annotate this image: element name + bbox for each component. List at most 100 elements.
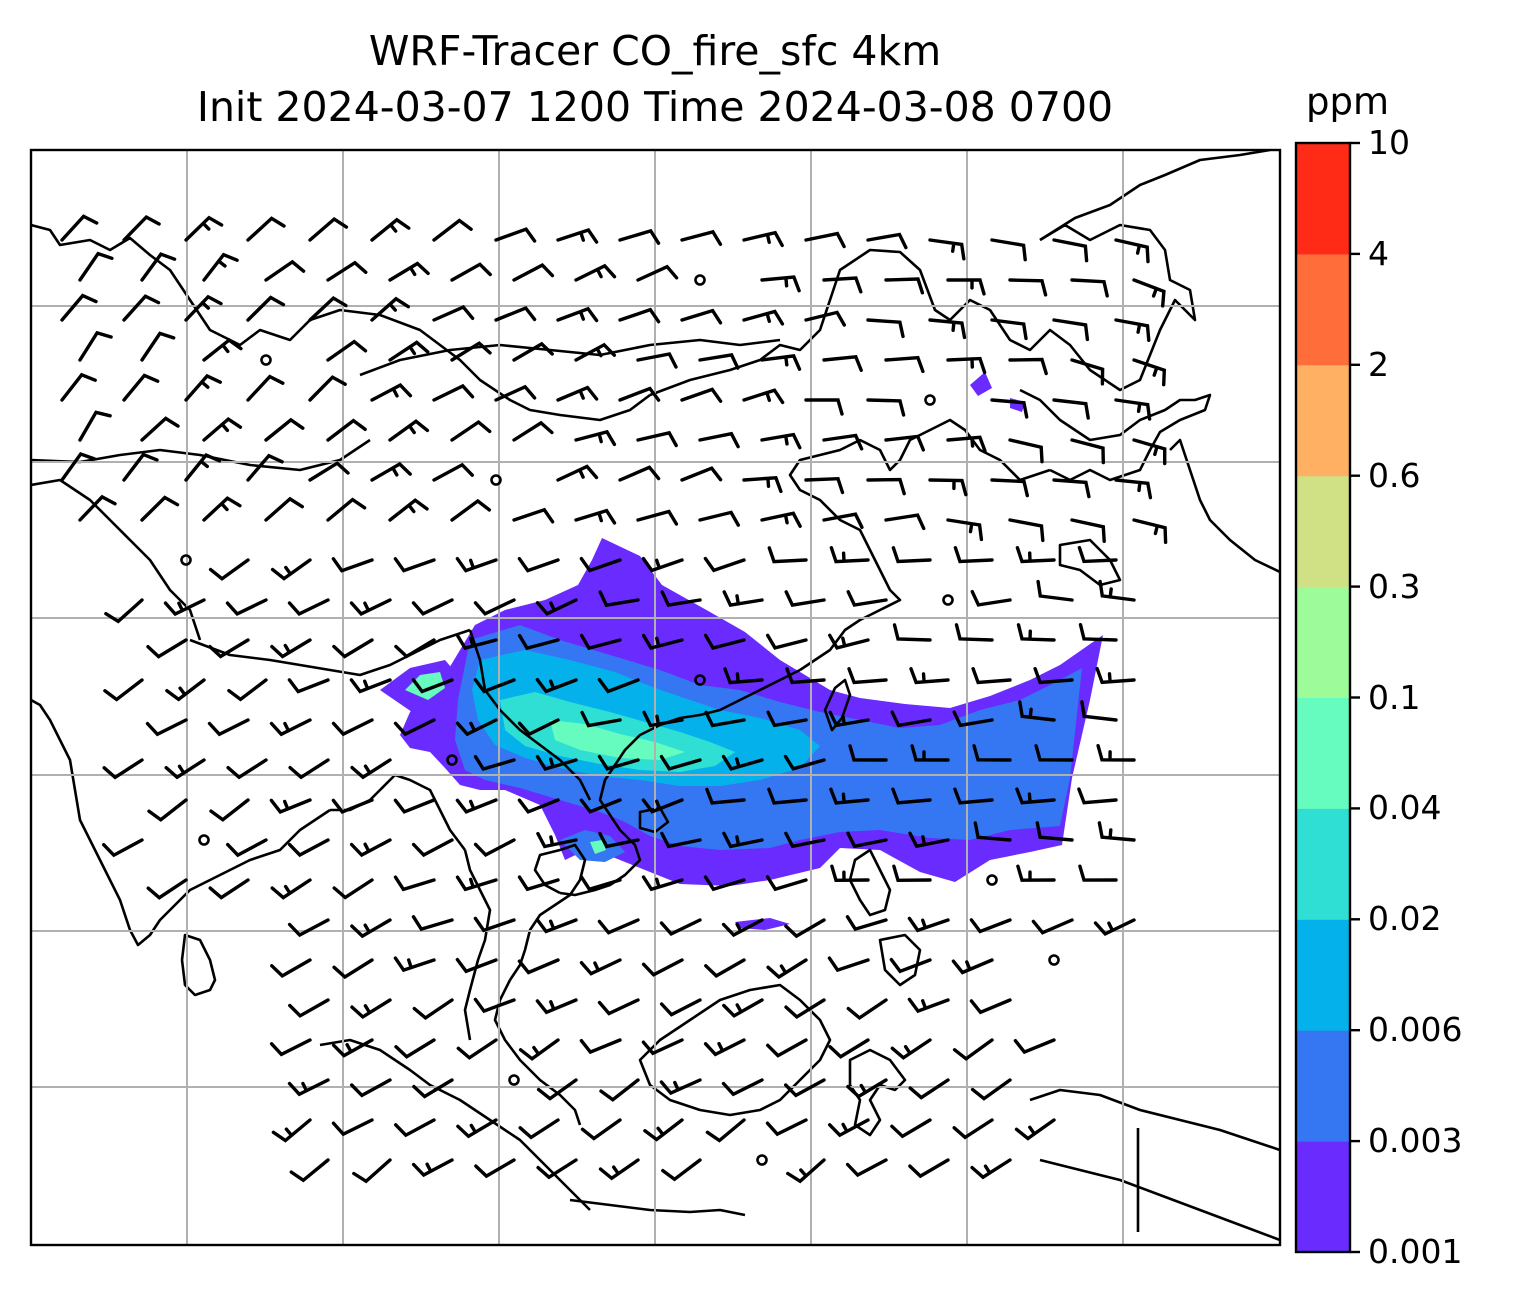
wind-barb <box>946 518 984 542</box>
wind-barb <box>202 496 242 522</box>
wind-barb <box>556 464 599 482</box>
wind-barb <box>455 633 498 651</box>
colorbar-segment <box>1296 808 1350 920</box>
calm-marker <box>490 474 502 486</box>
wind-barb <box>598 831 640 849</box>
wind-barb <box>1077 787 1118 805</box>
wind-barb <box>455 957 498 974</box>
wind-barb <box>494 305 537 322</box>
wind-barb <box>742 476 783 494</box>
wind-barb <box>388 340 430 362</box>
calm-marker <box>260 354 272 366</box>
wind-barb <box>661 1158 702 1182</box>
wind-barb <box>78 494 117 522</box>
gridlines <box>31 150 1280 1245</box>
wind-barb <box>411 678 454 694</box>
wind-barb <box>892 864 932 883</box>
wind-barb <box>822 276 863 294</box>
wind-barb <box>535 598 578 616</box>
wind-barb <box>450 419 492 442</box>
colorbar-tick-label: 2 <box>1368 344 1389 384</box>
wind-barb <box>970 590 1012 607</box>
wind-barb <box>704 958 746 979</box>
wind-barb <box>1008 278 1048 297</box>
wind-barb <box>140 495 180 522</box>
wind-barb <box>579 798 622 814</box>
wind-barb <box>246 295 286 322</box>
wind-barb <box>784 831 826 849</box>
wind-barb <box>952 1118 994 1140</box>
coast-china-east <box>788 418 1051 672</box>
wind-barb <box>432 305 475 322</box>
wind-barb <box>556 306 599 323</box>
wind-barbs <box>60 214 1168 1184</box>
wind-barb <box>783 754 826 771</box>
wind-barb <box>680 387 723 403</box>
wind-barb <box>326 260 368 282</box>
wind-barb <box>970 1158 1012 1180</box>
wind-barb <box>331 718 374 737</box>
wind-barb <box>78 251 114 282</box>
coast-myanmar <box>330 773 467 851</box>
wind-barb <box>287 838 330 858</box>
calm-marker <box>446 754 458 766</box>
wind-barb <box>287 598 330 616</box>
wind-barb <box>1114 238 1150 264</box>
wind-barb <box>618 386 661 402</box>
wind-barb <box>60 214 99 242</box>
wind-barb <box>536 831 578 849</box>
wind-barb <box>884 277 925 295</box>
wind-barb <box>1014 1118 1056 1141</box>
wind-barb <box>208 558 250 581</box>
border-mongolia <box>359 338 781 377</box>
wind-barb <box>618 228 661 245</box>
wind-barb <box>660 831 702 849</box>
wind-barb <box>518 1118 560 1140</box>
wind-barb <box>760 511 802 528</box>
wind-barb <box>660 590 702 607</box>
wind-barb <box>60 293 98 322</box>
wind-barb <box>659 1078 702 1096</box>
plume-gulf-patch-inner <box>590 840 606 854</box>
wind-barb <box>140 416 180 442</box>
wind-barb <box>597 998 640 1016</box>
coast-indochina <box>508 843 587 981</box>
wind-barb <box>140 331 176 362</box>
wind-barb <box>517 798 560 814</box>
wind-barb <box>225 598 268 616</box>
wind-barb <box>450 341 492 362</box>
co-plume <box>380 372 1103 930</box>
wind-barb <box>767 787 808 805</box>
wind-barb <box>784 998 826 1020</box>
wind-barb <box>698 510 740 527</box>
wind-barb <box>393 875 436 892</box>
wind-barb <box>990 238 1027 262</box>
coast-japan <box>1169 438 1280 574</box>
colorbar-tick-label: 0.04 <box>1368 788 1442 828</box>
wind-barb <box>103 678 144 702</box>
wind-barb <box>246 216 286 242</box>
plume-level-004 <box>550 720 685 760</box>
wind-barb <box>1018 700 1056 722</box>
wind-barb <box>722 998 764 1018</box>
calm-marker <box>508 1074 520 1086</box>
wind-barb <box>455 875 498 892</box>
wind-barb <box>1031 918 1074 935</box>
wind-barb <box>579 1038 622 1055</box>
wind-barb <box>78 410 112 442</box>
wind-barb <box>326 418 367 442</box>
wind-barb <box>822 512 864 529</box>
colorbar-segment <box>1296 919 1350 1031</box>
wind-barb <box>122 373 160 402</box>
wind-barb <box>287 918 330 938</box>
wind-barb <box>412 998 454 1021</box>
wind-barb <box>969 998 1012 1015</box>
wind-barb <box>350 758 392 780</box>
wind-barb <box>722 831 764 849</box>
colorbar-segment <box>1296 1141 1350 1253</box>
wind-barb <box>349 678 392 694</box>
colorbar-tick-label: 0.1 <box>1368 677 1421 717</box>
wind-barb <box>102 758 144 780</box>
coast-philippines <box>848 848 892 917</box>
wind-barb <box>946 435 987 453</box>
